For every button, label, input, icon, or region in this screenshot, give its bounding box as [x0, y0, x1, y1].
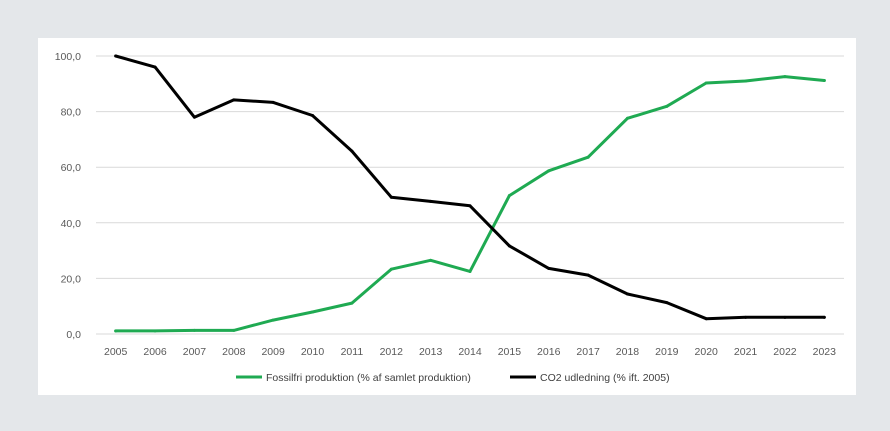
data-point	[507, 194, 511, 198]
x-tick-label: 2021	[734, 346, 758, 358]
y-tick-label: 20,0	[61, 273, 82, 285]
data-point	[822, 315, 826, 319]
x-tick-label: 2012	[380, 346, 404, 358]
y-axis-ticks: 0,0 20,0 40,0 60,0 80,0 100,0	[55, 51, 81, 341]
data-point	[271, 318, 275, 322]
x-tick-label: 2020	[695, 346, 719, 358]
data-point	[507, 244, 511, 248]
x-tick-label: 2008	[222, 346, 246, 358]
data-point	[311, 113, 315, 117]
x-tick-label: 2015	[498, 346, 522, 358]
x-tick-label: 2010	[301, 346, 325, 358]
data-point	[350, 149, 354, 153]
data-point	[350, 301, 354, 305]
legend-label-1: CO2 udledning (% ift. 2005)	[540, 372, 670, 384]
data-point	[389, 267, 393, 271]
legend: Fossilfri produktion (% af samlet produk…	[236, 372, 670, 384]
data-point	[625, 292, 629, 296]
x-tick-label: 2016	[537, 346, 561, 358]
x-tick-label: 2013	[419, 346, 443, 358]
x-tick-label: 2022	[773, 346, 797, 358]
data-point	[586, 273, 590, 277]
data-point	[232, 328, 236, 332]
data-point	[586, 155, 590, 159]
data-point	[192, 328, 196, 332]
data-point	[271, 100, 275, 104]
x-tick-label: 2005	[104, 346, 128, 358]
x-tick-label: 2009	[261, 346, 285, 358]
data-point	[114, 329, 118, 333]
data-point	[665, 301, 669, 305]
data-point	[744, 79, 748, 83]
data-point	[429, 258, 433, 262]
data-point	[468, 204, 472, 208]
legend-label-0: Fossilfri produktion (% af samlet produk…	[266, 372, 471, 384]
series-lines	[114, 54, 826, 333]
data-point	[468, 269, 472, 273]
data-point	[665, 104, 669, 108]
gridlines	[96, 55, 844, 335]
data-point	[232, 98, 236, 102]
data-point	[704, 317, 708, 321]
y-tick-label: 100,0	[55, 51, 81, 63]
x-axis-ticks: 2005 2006 2007 2008 2009 2010 2011 2012 2013 2014…	[104, 346, 836, 358]
x-tick-label: 2006	[143, 346, 167, 358]
y-tick-label: 60,0	[61, 162, 82, 174]
data-point	[625, 116, 629, 120]
data-point	[153, 329, 157, 333]
x-tick-label: 2018	[616, 346, 640, 358]
y-tick-label: 0,0	[66, 329, 81, 341]
data-point	[547, 169, 551, 173]
x-tick-label: 2007	[183, 346, 207, 358]
data-point	[783, 75, 787, 79]
x-tick-label: 2017	[576, 346, 600, 358]
y-tick-label: 40,0	[61, 218, 82, 230]
y-tick-label: 80,0	[61, 107, 82, 119]
data-point	[429, 199, 433, 203]
x-tick-label: 2019	[655, 346, 679, 358]
x-tick-label: 2014	[458, 346, 482, 358]
data-point	[547, 266, 551, 270]
data-point	[822, 78, 826, 82]
x-tick-label: 2023	[813, 346, 837, 358]
series-line-1	[114, 54, 826, 321]
data-point	[783, 315, 787, 319]
x-tick-label: 2011	[341, 346, 364, 358]
data-point	[153, 65, 157, 69]
chart-card: 0,0 20,0 40,0 60,0 80,0 100,0 2005 2006 2007 200…	[38, 38, 856, 395]
data-point	[389, 195, 393, 199]
data-point	[704, 81, 708, 85]
series-line-0	[114, 75, 826, 333]
data-point	[744, 315, 748, 319]
data-point	[114, 54, 118, 58]
data-point	[311, 310, 315, 314]
data-point	[192, 115, 196, 119]
